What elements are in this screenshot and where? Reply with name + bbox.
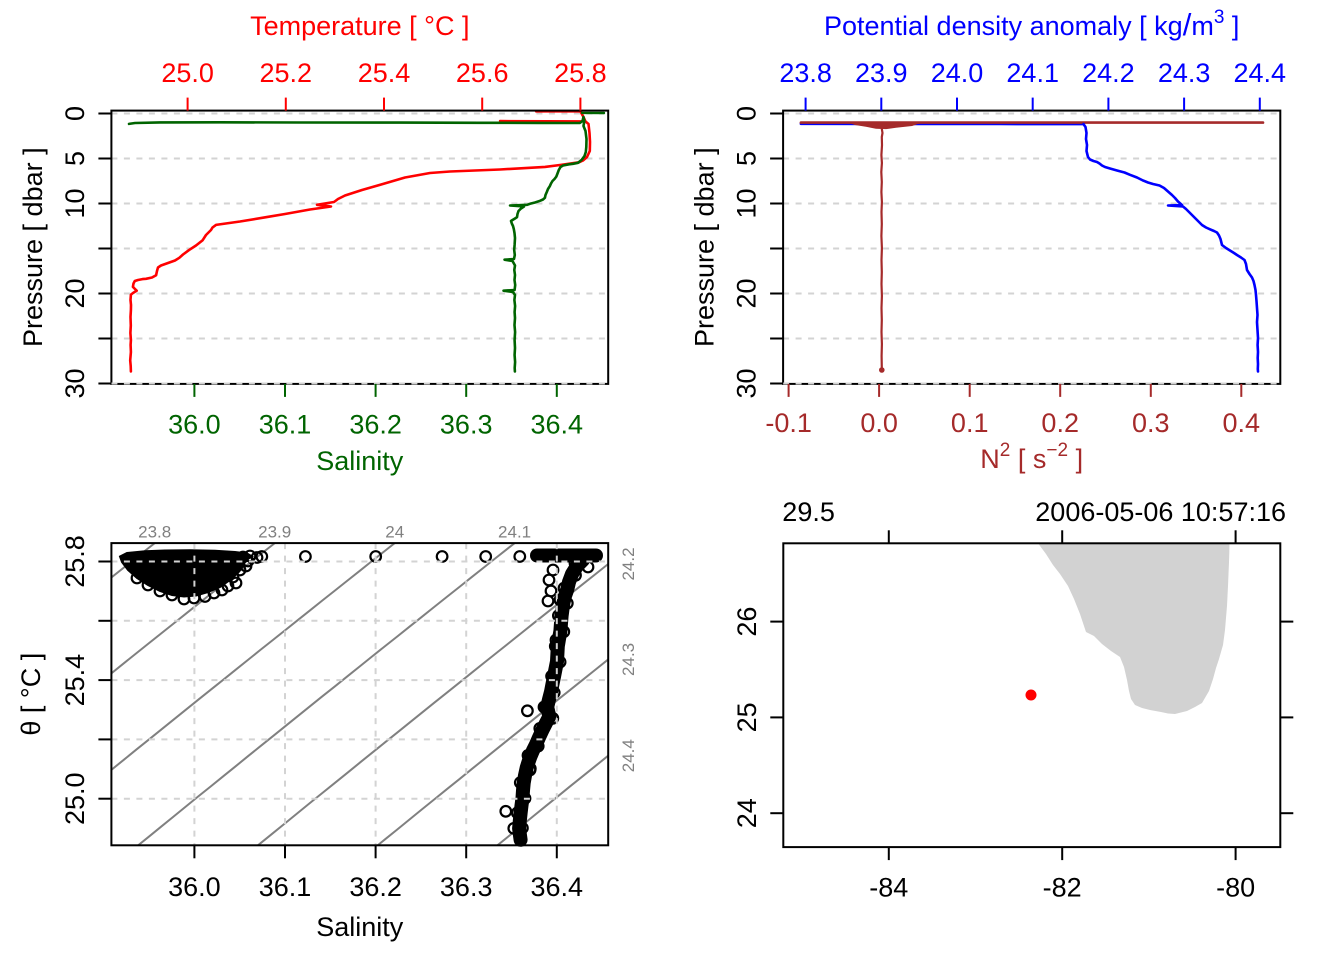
svg-text:24.4: 24.4	[1234, 58, 1287, 88]
svg-text:26: 26	[732, 607, 762, 637]
svg-text:Potential density anomaly [ kg: Potential density anomaly [ kg/m3 ]	[824, 7, 1239, 42]
svg-text:-82: -82	[1043, 873, 1082, 903]
svg-text:24: 24	[385, 523, 404, 542]
svg-text:36.4: 36.4	[531, 872, 584, 902]
svg-text:-80: -80	[1216, 873, 1255, 903]
svg-text:Temperature [ °C ]: Temperature [ °C ]	[250, 11, 469, 41]
svg-text:30: 30	[732, 368, 762, 398]
svg-text:2006-05-06 10:57:16: 2006-05-06 10:57:16	[1035, 497, 1286, 527]
svg-text:10: 10	[732, 188, 762, 218]
svg-text:5: 5	[732, 151, 762, 166]
svg-text:0.1: 0.1	[951, 408, 989, 438]
svg-text:24.3: 24.3	[619, 643, 638, 676]
svg-text:Pressure [ dbar ]: Pressure [ dbar ]	[690, 147, 720, 347]
svg-text:25.4: 25.4	[60, 654, 90, 707]
svg-text:25.8: 25.8	[554, 58, 607, 88]
svg-text:36.1: 36.1	[259, 410, 312, 440]
svg-text:θ [ °C ]: θ [ °C ]	[16, 653, 46, 736]
svg-text:0.0: 0.0	[860, 408, 898, 438]
svg-text:25.8: 25.8	[60, 535, 90, 588]
svg-text:20: 20	[732, 278, 762, 308]
svg-text:-0.1: -0.1	[765, 408, 812, 438]
svg-text:Salinity: Salinity	[316, 912, 404, 942]
svg-text:36.2: 36.2	[349, 872, 402, 902]
svg-text:24.1: 24.1	[1006, 58, 1059, 88]
svg-text:25.0: 25.0	[161, 58, 214, 88]
svg-text:Pressure [ dbar ]: Pressure [ dbar ]	[18, 147, 48, 347]
svg-text:24.3: 24.3	[1158, 58, 1211, 88]
svg-text:10: 10	[60, 188, 90, 218]
svg-text:25.0: 25.0	[60, 772, 90, 825]
svg-text:24.1: 24.1	[498, 523, 531, 542]
svg-text:0.2: 0.2	[1041, 408, 1079, 438]
svg-text:24.0: 24.0	[931, 58, 984, 88]
svg-text:0.3: 0.3	[1132, 408, 1170, 438]
svg-text:29.5: 29.5	[782, 497, 835, 527]
svg-text:Salinity: Salinity	[316, 446, 404, 476]
svg-text:36.4: 36.4	[531, 410, 584, 440]
svg-text:24.2: 24.2	[619, 547, 638, 580]
svg-text:24.2: 24.2	[1082, 58, 1135, 88]
svg-text:25: 25	[732, 702, 762, 732]
svg-text:24.4: 24.4	[619, 739, 638, 772]
svg-text:36.2: 36.2	[349, 410, 402, 440]
svg-text:23.9: 23.9	[855, 58, 908, 88]
svg-text:36.3: 36.3	[440, 872, 493, 902]
svg-text:25.4: 25.4	[358, 58, 411, 88]
svg-text:0: 0	[732, 106, 762, 121]
svg-text:30: 30	[60, 368, 90, 398]
svg-text:20: 20	[60, 278, 90, 308]
svg-text:36.0: 36.0	[168, 410, 221, 440]
svg-text:5: 5	[60, 151, 90, 166]
svg-text:24: 24	[732, 798, 762, 828]
svg-text:36.0: 36.0	[168, 872, 221, 902]
svg-text:0: 0	[60, 106, 90, 121]
svg-text:25.6: 25.6	[456, 58, 509, 88]
svg-text:23.9: 23.9	[258, 523, 291, 542]
svg-text:-84: -84	[869, 873, 908, 903]
svg-text:N2 [ s−2 ]: N2 [ s−2 ]	[980, 440, 1083, 474]
svg-text:36.3: 36.3	[440, 410, 493, 440]
svg-text:36.1: 36.1	[259, 872, 312, 902]
svg-text:23.8: 23.8	[138, 523, 171, 542]
svg-text:23.8: 23.8	[779, 58, 832, 88]
svg-text:25.2: 25.2	[260, 58, 313, 88]
svg-text:0.4: 0.4	[1223, 408, 1261, 438]
